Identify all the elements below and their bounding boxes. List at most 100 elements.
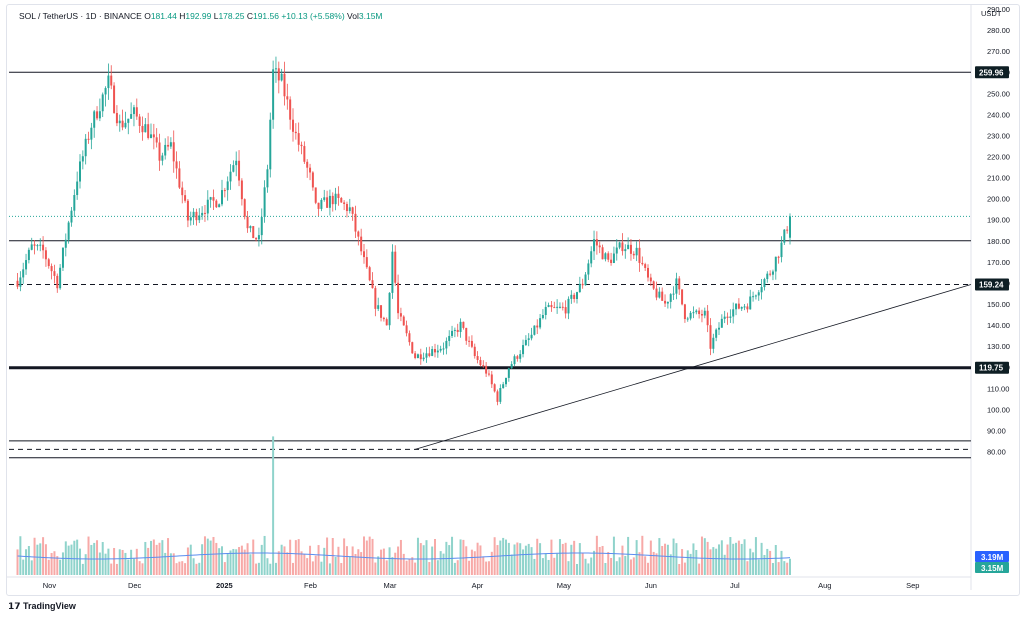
volume-bar xyxy=(289,539,292,575)
candle-body xyxy=(533,325,536,335)
volume-bar xyxy=(229,550,232,575)
candle-body xyxy=(22,269,25,278)
volume-bar xyxy=(178,561,181,575)
volume-bar xyxy=(453,562,456,575)
volume-bar xyxy=(425,540,428,575)
volume-bar xyxy=(266,558,269,575)
candle-body xyxy=(107,75,110,89)
volume-bar xyxy=(27,546,30,575)
candle-body xyxy=(27,249,30,261)
candle-body xyxy=(380,305,383,318)
volume-bar xyxy=(186,547,189,575)
candle-body xyxy=(132,107,135,115)
volume-bar xyxy=(377,556,380,575)
volume-bar xyxy=(314,555,317,575)
candle-body xyxy=(436,350,439,353)
volume-value: 3.15M xyxy=(358,11,383,21)
candle-body xyxy=(442,348,445,350)
candle-body xyxy=(269,119,272,170)
y-tick-label: 100.00 xyxy=(987,405,1010,414)
volume-bar xyxy=(402,553,405,575)
candle-body xyxy=(175,161,178,169)
volume-bar xyxy=(692,543,695,575)
candle-body xyxy=(300,144,303,147)
candle-body xyxy=(598,245,601,248)
candle-body xyxy=(354,213,357,232)
candle-body xyxy=(198,215,201,221)
y-tick-label: 150.00 xyxy=(987,300,1010,309)
candle-body xyxy=(780,242,783,258)
y-tick-label: 280.00 xyxy=(987,26,1010,35)
candle-body xyxy=(564,307,567,314)
y-tick-label: 210.00 xyxy=(987,174,1010,183)
volume-bar xyxy=(655,553,658,575)
volume-bar xyxy=(110,563,113,575)
candle-body xyxy=(661,291,664,301)
candle-body xyxy=(280,73,283,81)
volume-bar xyxy=(558,539,561,575)
volume-bar xyxy=(712,547,715,575)
candle-body xyxy=(357,231,360,237)
volume-bar xyxy=(138,561,141,575)
volume-bar xyxy=(496,545,499,575)
candle-body xyxy=(737,303,740,309)
candle-body xyxy=(331,195,334,205)
y-tick-label: 220.00 xyxy=(987,152,1010,161)
volume-bar xyxy=(340,563,343,575)
candle-body xyxy=(223,190,226,192)
candle-body xyxy=(292,119,294,132)
volume-bar xyxy=(87,536,90,575)
volume-bar xyxy=(223,562,226,575)
volume-bar xyxy=(479,545,482,575)
candle-body xyxy=(485,365,488,374)
symbol-name[interactable]: SOL / TetherUS · 1D · BINANCE xyxy=(19,11,142,21)
volume-bar xyxy=(416,537,419,575)
candle-body xyxy=(505,377,507,385)
volume-bar xyxy=(604,562,607,575)
volume-bar xyxy=(107,548,110,575)
volume-bar xyxy=(70,544,73,575)
low-label: L xyxy=(213,11,219,21)
candle-body xyxy=(130,114,133,119)
volume-bar xyxy=(19,536,22,575)
candle-body xyxy=(465,327,468,341)
volume-bar xyxy=(272,436,275,575)
candle-body xyxy=(158,142,161,161)
price-level-tag-label: 119.75 xyxy=(979,364,1004,373)
candle-body xyxy=(695,310,698,313)
candle-body xyxy=(266,169,269,188)
volume-bar xyxy=(135,548,138,575)
candle-body xyxy=(510,364,513,369)
candle-body xyxy=(766,273,769,280)
volume-bar xyxy=(36,544,39,575)
volume-bar xyxy=(621,545,624,575)
volume-bar xyxy=(533,558,536,575)
volume-bar xyxy=(769,550,772,575)
volume-bar xyxy=(414,562,417,575)
candle-body xyxy=(769,273,772,275)
candle-body xyxy=(164,144,167,156)
volume-bar xyxy=(252,539,255,575)
volume-bar xyxy=(700,536,703,575)
volume-bar xyxy=(465,546,468,575)
candle-body xyxy=(93,111,96,128)
volume-bar xyxy=(544,553,547,575)
candle-body xyxy=(127,118,130,123)
price-chart[interactable]: 80.0090.00100.00110.00120.00130.00140.00… xyxy=(7,5,1019,595)
candle-body xyxy=(397,282,400,314)
candle-body xyxy=(720,318,723,328)
volume-bar xyxy=(567,561,570,575)
candle-body xyxy=(587,263,590,275)
candle-body xyxy=(539,318,542,328)
candle-body xyxy=(44,250,47,260)
volume-bar xyxy=(607,551,610,575)
tradingview-branding[interactable]: 𝟭𝟳 TradingView xyxy=(8,601,76,612)
candle-body xyxy=(524,339,527,346)
volume-bar xyxy=(96,540,99,575)
volume-bar xyxy=(238,547,241,575)
volume-bar xyxy=(337,546,340,575)
volume-bar xyxy=(695,549,698,575)
volume-bar xyxy=(763,554,766,575)
candle-body xyxy=(405,325,408,334)
volume-bar xyxy=(292,562,294,575)
